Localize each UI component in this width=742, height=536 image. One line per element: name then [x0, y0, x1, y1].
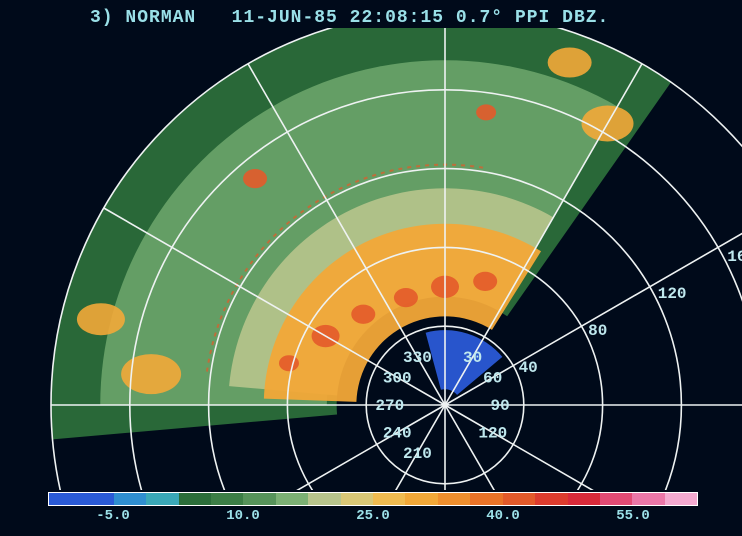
azimuth-label: 330: [403, 349, 432, 367]
range-ring-label: 80: [588, 322, 607, 340]
legend-segment: [405, 493, 437, 505]
legend-segment: [341, 493, 373, 505]
legend-segment: [308, 493, 340, 505]
legend-bar: [48, 492, 698, 506]
azimuth-label: 120: [478, 425, 507, 443]
azimuth-label: 270: [375, 397, 404, 415]
radar-display: +4080120160200306090120210240270300330: [0, 0, 742, 536]
legend-segment: [179, 493, 211, 505]
azimuth-label: 240: [383, 425, 412, 443]
legend-segment: [211, 493, 243, 505]
legend-segment: [503, 493, 535, 505]
azimuth-label: 60: [483, 369, 502, 387]
legend-segment: [49, 493, 81, 505]
azimuth-label: 210: [403, 445, 432, 463]
legend-segment: [243, 493, 275, 505]
legend-tick-label: 10.0: [226, 508, 260, 524]
azimuth-label: 30: [463, 349, 482, 367]
range-ring-label: 40: [519, 359, 538, 377]
svg-text:+: +: [440, 397, 450, 415]
legend-segment: [114, 493, 146, 505]
legend-tick-label: 25.0: [356, 508, 390, 524]
azimuth-label: 300: [383, 369, 412, 387]
range-ring-label: 120: [658, 285, 687, 303]
legend-tick-label: -5.0: [96, 508, 130, 524]
legend-segment: [373, 493, 405, 505]
legend-tick-label: 40.0: [486, 508, 520, 524]
legend-segment: [535, 493, 567, 505]
legend-segment: [470, 493, 502, 505]
legend-tick-label: 55.0: [616, 508, 650, 524]
legend-segment: [146, 493, 178, 505]
legend-segment: [632, 493, 664, 505]
legend-segment: [665, 493, 697, 505]
legend-labels: -5.0 10.0 25.0 40.0 55.0: [48, 506, 698, 524]
radar-svg: +4080120160200306090120210240270300330: [0, 0, 742, 536]
azimuth-label: 90: [491, 397, 510, 415]
legend-segment: [81, 493, 113, 505]
legend-segment: [276, 493, 308, 505]
color-scale-legend: -5.0 10.0 25.0 40.0 55.0: [48, 492, 698, 526]
legend-segment: [438, 493, 470, 505]
range-ring-label: 160: [727, 248, 742, 266]
legend-segment: [568, 493, 600, 505]
legend-segment: [600, 493, 632, 505]
